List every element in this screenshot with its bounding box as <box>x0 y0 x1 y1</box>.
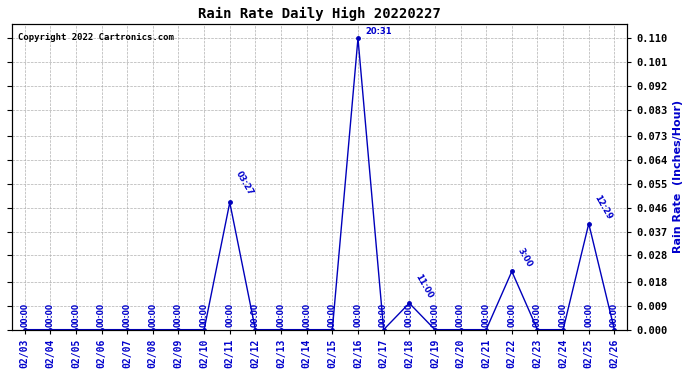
Text: 00:00: 00:00 <box>328 303 337 327</box>
Text: 00:00: 00:00 <box>302 303 311 327</box>
Text: 00:00: 00:00 <box>456 303 465 327</box>
Text: 00:00: 00:00 <box>379 303 388 327</box>
Text: 03:27: 03:27 <box>234 170 255 197</box>
Text: 00:00: 00:00 <box>584 303 593 327</box>
Text: 00:00: 00:00 <box>482 303 491 327</box>
Text: 20:31: 20:31 <box>366 27 393 36</box>
Text: 00:00: 00:00 <box>71 303 81 327</box>
Text: 00:00: 00:00 <box>97 303 106 327</box>
Text: 00:00: 00:00 <box>559 303 568 327</box>
Text: 00:00: 00:00 <box>20 303 29 327</box>
Text: 00:00: 00:00 <box>277 303 286 327</box>
Text: 00:00: 00:00 <box>610 303 619 327</box>
Title: Rain Rate Daily High 20220227: Rain Rate Daily High 20220227 <box>198 7 441 21</box>
Text: 00:00: 00:00 <box>225 303 235 327</box>
Text: 00:00: 00:00 <box>353 303 362 327</box>
Text: 00:00: 00:00 <box>405 303 414 327</box>
Text: Copyright 2022 Cartronics.com: Copyright 2022 Cartronics.com <box>18 33 174 42</box>
Text: 12:29: 12:29 <box>593 194 614 221</box>
Text: 00:00: 00:00 <box>123 303 132 327</box>
Text: 00:00: 00:00 <box>431 303 440 327</box>
Text: 11:00: 11:00 <box>413 273 434 300</box>
Text: 00:00: 00:00 <box>199 303 208 327</box>
Text: 00:00: 00:00 <box>533 303 542 327</box>
Text: 00:00: 00:00 <box>174 303 183 327</box>
Text: 00:00: 00:00 <box>251 303 260 327</box>
Y-axis label: Rain Rate  (Inches/Hour): Rain Rate (Inches/Hour) <box>673 100 683 253</box>
Text: 00:00: 00:00 <box>507 303 516 327</box>
Text: 00:00: 00:00 <box>46 303 55 327</box>
Text: 3:00: 3:00 <box>515 246 534 269</box>
Text: 00:00: 00:00 <box>148 303 157 327</box>
